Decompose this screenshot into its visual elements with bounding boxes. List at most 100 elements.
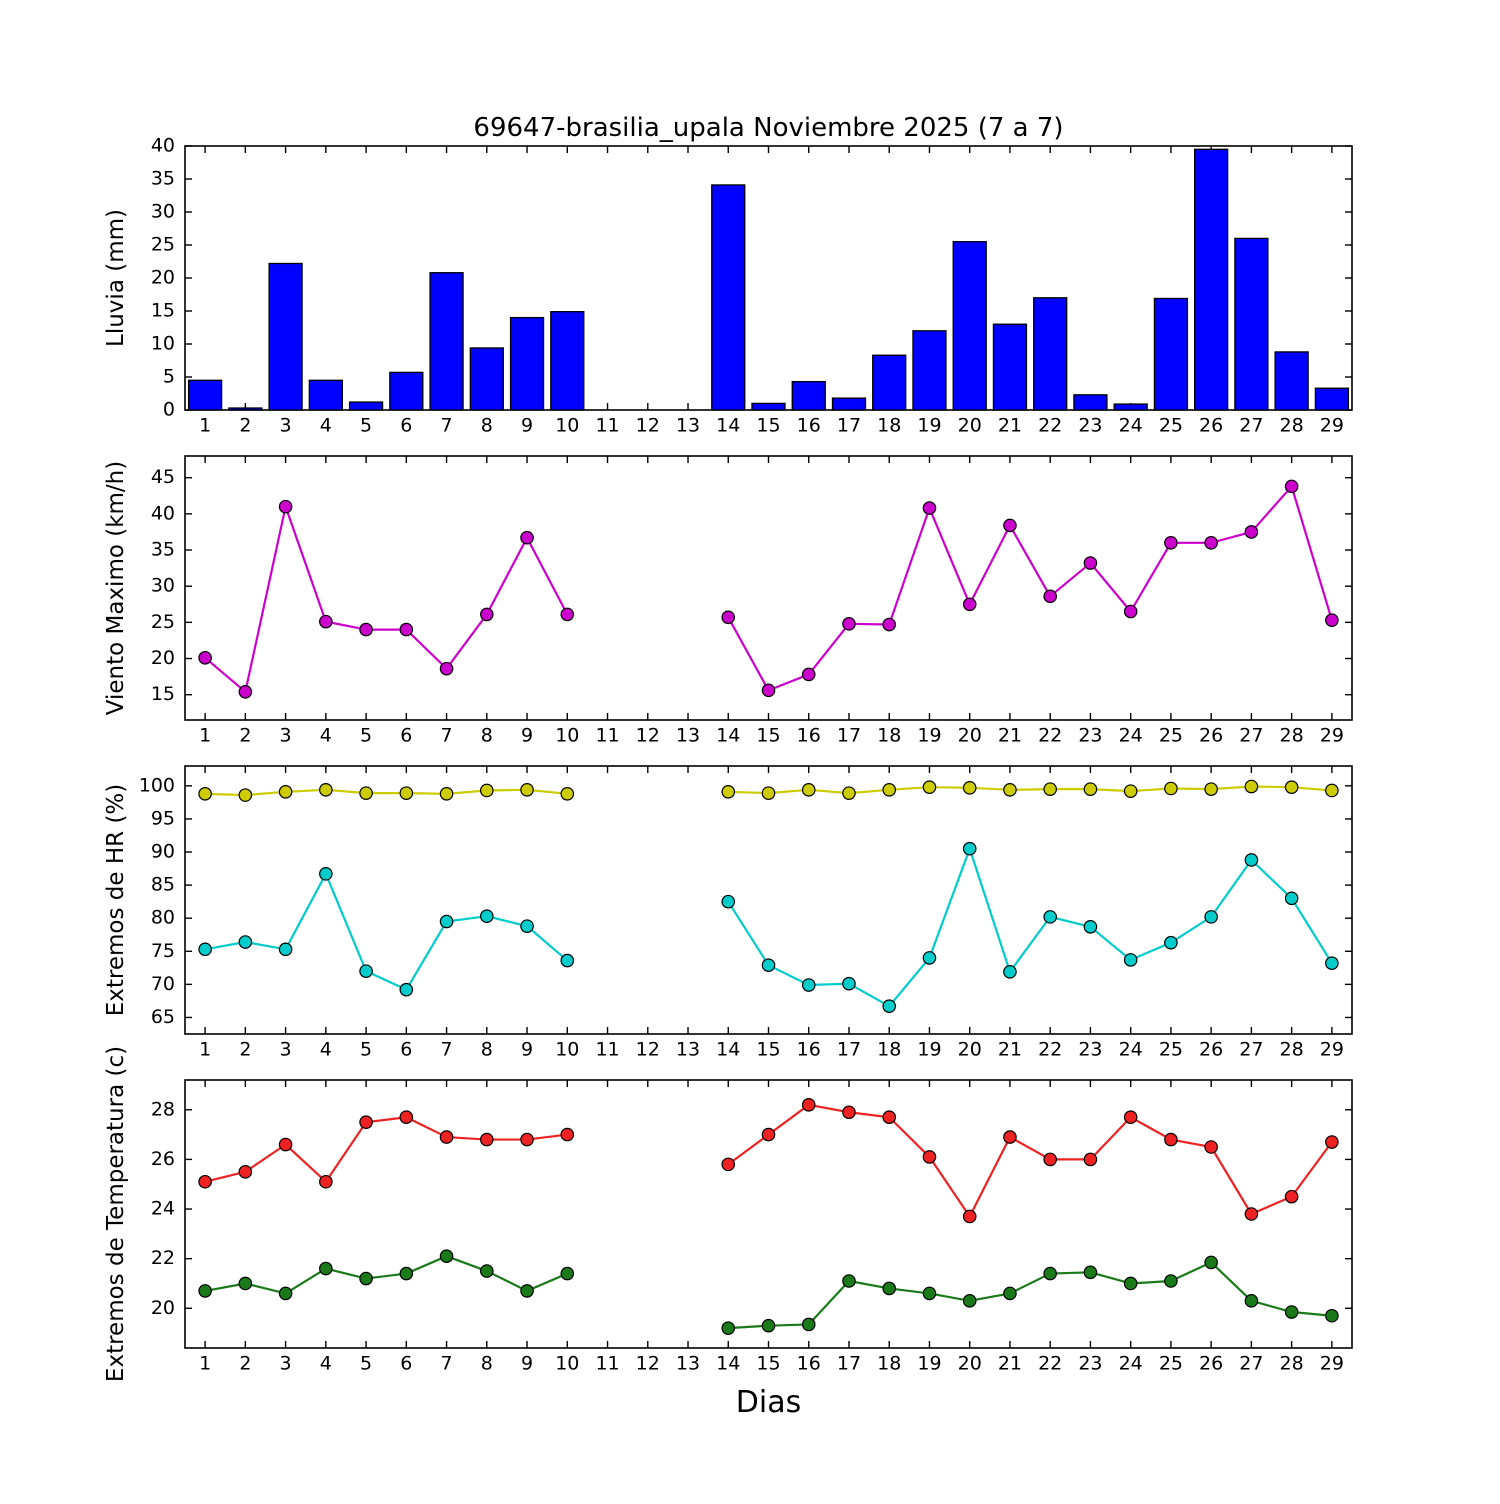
line-temperature-0 bbox=[204, 1116, 569, 1183]
bar-day-1 bbox=[187, 379, 223, 411]
xtick-label-rain-13: 14 bbox=[716, 415, 740, 437]
xtick-label-humidity-15: 16 bbox=[797, 1039, 821, 1061]
xtick-label-wind-14: 15 bbox=[756, 725, 780, 747]
point-temperature-0-day-27 bbox=[1244, 1207, 1259, 1221]
xtick-label-temperature-13: 14 bbox=[716, 1353, 740, 1375]
point-humidity-0-day-6 bbox=[399, 786, 414, 800]
point-temperature-0-day-1 bbox=[198, 1174, 212, 1189]
line-temperature-1 bbox=[204, 1255, 569, 1295]
figure-title: 69647-brasilia_upala Noviembre 2025 (7 a… bbox=[473, 113, 1063, 143]
ytick-label-rain-6: 30 bbox=[151, 201, 175, 223]
point-wind-0-day-14 bbox=[721, 610, 736, 625]
plot-frame-wind bbox=[184, 455, 1353, 721]
point-wind-0-day-23 bbox=[1083, 556, 1098, 570]
bar-day-21 bbox=[992, 323, 1028, 411]
xtick-label-temperature-14: 15 bbox=[756, 1353, 780, 1375]
point-humidity-0-day-19 bbox=[922, 780, 937, 794]
bar-day-23 bbox=[1073, 394, 1108, 411]
xtick-label-temperature-5: 6 bbox=[400, 1353, 412, 1375]
xtick-label-rain-8: 9 bbox=[521, 415, 533, 437]
ytick-label-humidity-6: 95 bbox=[151, 807, 175, 829]
xtick-label-humidity-11: 12 bbox=[636, 1039, 660, 1061]
point-temperature-1-day-16 bbox=[801, 1317, 816, 1332]
xtick-label-temperature-24: 25 bbox=[1159, 1353, 1183, 1375]
point-temperature-0-day-23 bbox=[1083, 1152, 1098, 1167]
point-humidity-1-day-2 bbox=[238, 935, 253, 949]
point-humidity-1-day-3 bbox=[278, 942, 293, 957]
xtick-label-wind-13: 14 bbox=[716, 725, 740, 747]
point-humidity-0-day-29 bbox=[1325, 783, 1339, 798]
point-wind-0-day-21 bbox=[1003, 518, 1017, 533]
xtick-label-humidity-20: 21 bbox=[998, 1039, 1022, 1061]
xtick-label-wind-12: 13 bbox=[676, 725, 700, 747]
point-temperature-0-day-2 bbox=[238, 1165, 253, 1179]
xtick-label-humidity-5: 6 bbox=[400, 1039, 412, 1061]
ytick-label-rain-8: 40 bbox=[151, 135, 175, 157]
xtick-label-temperature-3: 4 bbox=[320, 1353, 332, 1375]
point-wind-0-day-7 bbox=[439, 661, 454, 676]
xtick-label-rain-24: 25 bbox=[1159, 415, 1183, 437]
point-humidity-0-day-15 bbox=[761, 786, 776, 800]
xtick-label-temperature-9: 10 bbox=[555, 1353, 579, 1375]
line-wind-0 bbox=[204, 505, 569, 693]
ytick-label-humidity-0: 65 bbox=[151, 1006, 175, 1028]
xtick-label-rain-11: 12 bbox=[636, 415, 660, 437]
xtick-label-temperature-2: 3 bbox=[280, 1353, 292, 1375]
point-humidity-1-day-6 bbox=[399, 982, 414, 997]
line-humidity-0 bbox=[204, 788, 569, 797]
ytick-label-temperature-2: 24 bbox=[151, 1198, 175, 1220]
point-temperature-0-day-7 bbox=[439, 1130, 454, 1144]
point-humidity-0-day-3 bbox=[278, 785, 293, 799]
point-temperature-0-day-24 bbox=[1123, 1110, 1138, 1125]
point-temperature-0-day-14 bbox=[721, 1157, 736, 1172]
bar-day-24 bbox=[1113, 403, 1148, 411]
xtick-label-wind-5: 6 bbox=[400, 725, 412, 747]
point-humidity-1-day-23 bbox=[1083, 919, 1098, 934]
line-humidity-0 bbox=[727, 785, 1333, 795]
xaxis-label: Dias bbox=[736, 1385, 801, 1420]
xtick-label-humidity-13: 14 bbox=[716, 1039, 740, 1061]
xtick-label-temperature-7: 8 bbox=[481, 1353, 493, 1375]
xtick-label-rain-9: 10 bbox=[555, 415, 579, 437]
point-temperature-0-day-8 bbox=[480, 1132, 494, 1147]
point-temperature-1-day-10 bbox=[560, 1266, 575, 1281]
ytick-label-wind-0: 15 bbox=[151, 683, 175, 705]
point-humidity-0-day-14 bbox=[721, 785, 736, 799]
point-temperature-0-day-3 bbox=[278, 1137, 293, 1152]
xtick-label-rain-14: 15 bbox=[756, 415, 780, 437]
xtick-label-temperature-28: 29 bbox=[1320, 1353, 1344, 1375]
xtick-label-humidity-28: 29 bbox=[1320, 1039, 1344, 1061]
xtick-label-wind-9: 10 bbox=[555, 725, 579, 747]
xtick-label-temperature-8: 9 bbox=[521, 1353, 533, 1375]
xtick-label-rain-0: 1 bbox=[199, 415, 211, 437]
point-temperature-0-day-18 bbox=[882, 1110, 897, 1125]
point-wind-0-day-26 bbox=[1204, 535, 1218, 550]
bar-day-10 bbox=[550, 311, 585, 411]
xtick-label-wind-24: 25 bbox=[1159, 725, 1183, 747]
xtick-label-rain-23: 24 bbox=[1119, 415, 1143, 437]
ytick-label-temperature-0: 20 bbox=[151, 1297, 175, 1319]
point-temperature-0-day-4 bbox=[319, 1174, 333, 1189]
xtick-label-humidity-22: 23 bbox=[1078, 1039, 1102, 1061]
point-temperature-1-day-1 bbox=[198, 1284, 212, 1298]
point-temperature-0-day-29 bbox=[1325, 1135, 1339, 1149]
ytick-label-temperature-3: 26 bbox=[151, 1148, 175, 1170]
xtick-label-temperature-4: 5 bbox=[360, 1353, 372, 1375]
point-temperature-1-day-4 bbox=[319, 1261, 333, 1276]
point-humidity-1-day-20 bbox=[962, 841, 977, 856]
xtick-label-rain-25: 26 bbox=[1199, 415, 1223, 437]
point-temperature-0-day-9 bbox=[520, 1132, 534, 1147]
point-temperature-0-day-6 bbox=[399, 1110, 414, 1125]
xtick-label-wind-0: 1 bbox=[199, 725, 211, 747]
xtick-label-temperature-21: 22 bbox=[1038, 1353, 1062, 1375]
xtick-label-humidity-16: 17 bbox=[837, 1039, 861, 1061]
point-wind-0-day-2 bbox=[238, 684, 253, 699]
xtick-label-temperature-10: 11 bbox=[595, 1353, 619, 1375]
point-humidity-0-day-25 bbox=[1164, 781, 1178, 796]
bar-day-26 bbox=[1194, 148, 1229, 411]
point-humidity-0-day-2 bbox=[238, 788, 253, 802]
point-temperature-0-day-20 bbox=[962, 1209, 977, 1224]
xtick-label-humidity-19: 20 bbox=[958, 1039, 982, 1061]
